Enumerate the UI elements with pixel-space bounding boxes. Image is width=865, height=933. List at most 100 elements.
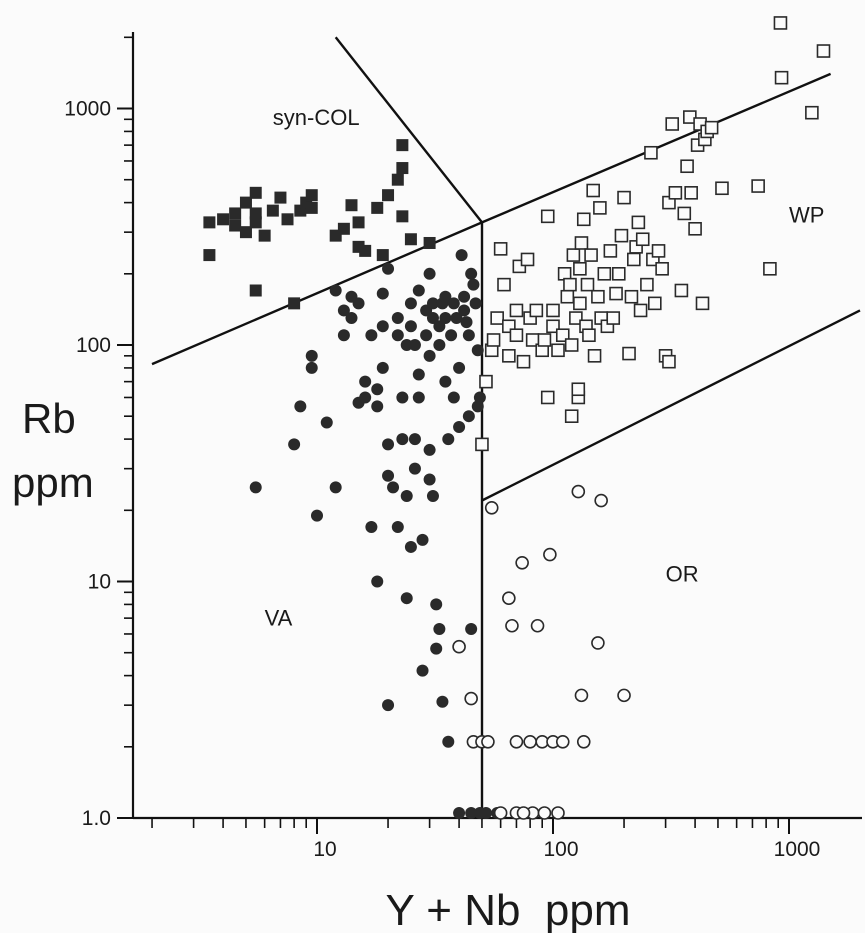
- data-point-filled-circle: [458, 290, 471, 303]
- data-point-filled-circle: [391, 312, 404, 325]
- data-point-open-square: [631, 215, 646, 230]
- data-point-filled-square: [266, 204, 279, 217]
- data-point-open-square: [486, 333, 501, 347]
- data-point-filled-circle: [426, 297, 439, 310]
- data-point-open-square: [584, 248, 598, 262]
- data-point-open-square: [582, 328, 596, 343]
- data-point-filled-circle: [420, 329, 433, 342]
- data-point-filled-square: [371, 201, 384, 214]
- x-axis-ticks: [151, 818, 790, 834]
- data-point-filled-circle: [455, 249, 468, 262]
- data-point-open-square: [677, 206, 692, 221]
- data-point-open-circle: [515, 555, 529, 570]
- data-point-open-square: [773, 16, 788, 30]
- series-filled-square: [203, 139, 436, 310]
- data-point-open-square: [490, 311, 504, 325]
- data-point-open-square: [674, 283, 689, 298]
- tick-labels: 1.0 10 100 1000 10 100 1000: [64, 98, 820, 862]
- data-point-filled-circle: [371, 383, 384, 396]
- data-point-filled-circle: [423, 443, 436, 456]
- data-point-filled-square: [396, 139, 409, 152]
- data-point-filled-circle: [400, 592, 413, 605]
- data-point-open-square: [540, 390, 555, 405]
- data-point-filled-square: [281, 213, 294, 226]
- data-point-open-square: [537, 333, 552, 347]
- field-boundaries: [151, 36, 861, 818]
- data-point-filled-square: [345, 199, 358, 212]
- data-point-open-square: [520, 252, 535, 267]
- data-point-filled-circle: [453, 806, 466, 819]
- data-point-filled-circle: [396, 391, 409, 404]
- boundary-line-4: [481, 309, 861, 502]
- data-point-open-square: [574, 236, 589, 250]
- data-point-open-square: [648, 296, 662, 311]
- data-point-open-square: [587, 349, 602, 363]
- x-tick-label: 100: [543, 838, 578, 861]
- data-point-open-circle: [452, 639, 466, 654]
- y-tick-label: 1000: [64, 98, 111, 121]
- data-point-open-circle: [543, 547, 557, 562]
- data-point-open-circle: [555, 734, 570, 749]
- data-point-open-square: [609, 286, 623, 301]
- data-point-filled-square: [249, 186, 262, 199]
- data-point-filled-circle: [433, 622, 446, 635]
- data-point-open-square: [509, 328, 524, 343]
- data-point-filled-circle: [329, 284, 342, 297]
- data-point-filled-circle: [453, 361, 466, 374]
- data-point-filled-circle: [294, 400, 307, 413]
- data-point-open-circle: [464, 691, 478, 706]
- data-point-filled-circle: [408, 462, 421, 475]
- data-point-filled-square: [359, 244, 372, 257]
- data-point-filled-circle: [442, 433, 455, 446]
- data-point-filled-circle: [436, 695, 449, 708]
- data-point-filled-circle: [365, 329, 378, 342]
- data-point-filled-square: [382, 189, 395, 202]
- data-point-open-square: [668, 186, 683, 200]
- data-point-open-circle: [481, 734, 495, 749]
- data-point-open-square: [805, 105, 819, 120]
- data-point-open-square: [502, 349, 516, 363]
- data-points: [203, 16, 831, 820]
- data-point-filled-circle: [359, 375, 372, 388]
- x-tick-label: 10: [313, 838, 336, 861]
- data-point-filled-circle: [467, 278, 480, 291]
- data-point-filled-square: [288, 297, 301, 310]
- data-point-open-square: [540, 209, 555, 224]
- data-point-filled-circle: [469, 297, 482, 310]
- data-point-open-square: [774, 70, 789, 85]
- data-point-filled-circle: [359, 391, 372, 404]
- data-point-filled-circle: [445, 329, 458, 342]
- data-point-open-square: [655, 261, 669, 276]
- data-point-filled-circle: [387, 481, 400, 494]
- data-point-filled-square: [229, 207, 242, 220]
- x-axis-title: Y + Nb ppm: [386, 886, 631, 933]
- data-point-filled-circle: [329, 481, 342, 494]
- data-point-open-square: [475, 437, 489, 452]
- y-tick-label: 10: [88, 571, 111, 594]
- data-point-filled-circle: [391, 520, 404, 533]
- data-point-open-square: [573, 261, 587, 276]
- data-point-filled-square: [376, 249, 389, 262]
- data-point-open-square: [586, 183, 600, 198]
- data-point-filled-circle: [416, 664, 429, 677]
- data-point-filled-circle: [430, 598, 443, 611]
- data-point-open-square: [580, 277, 595, 292]
- data-point-open-square: [576, 212, 591, 227]
- data-point-open-square: [704, 120, 719, 135]
- data-point-filled-circle: [416, 533, 429, 546]
- data-point-filled-circle: [412, 284, 425, 297]
- data-point-filled-circle: [404, 297, 417, 310]
- data-point-filled-circle: [382, 438, 395, 451]
- data-point-filled-circle: [404, 320, 417, 333]
- data-point-filled-circle: [426, 489, 439, 502]
- data-point-filled-square: [396, 210, 409, 223]
- data-point-filled-circle: [249, 481, 262, 494]
- data-point-filled-circle: [345, 312, 358, 325]
- data-point-open-circle: [574, 688, 589, 703]
- data-point-open-square: [566, 248, 581, 262]
- data-point-filled-circle: [337, 304, 350, 317]
- data-point-filled-circle: [447, 297, 460, 310]
- data-point-filled-circle: [465, 806, 478, 819]
- x-tick-label: 1000: [774, 838, 821, 861]
- data-point-open-square: [627, 252, 641, 267]
